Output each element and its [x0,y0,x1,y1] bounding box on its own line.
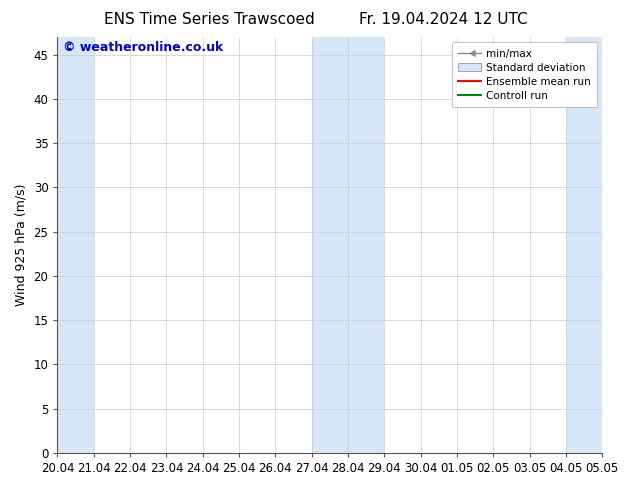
Bar [566,37,602,453]
Text: ENS Time Series Trawscoed: ENS Time Series Trawscoed [104,12,314,27]
Text: Fr. 19.04.2024 12 UTC: Fr. 19.04.2024 12 UTC [359,12,528,27]
Y-axis label: Wind 925 hPa (m/s): Wind 925 hPa (m/s) [15,184,28,306]
Bar [312,37,384,453]
Text: © weatheronline.co.uk: © weatheronline.co.uk [63,41,223,54]
Legend: min/max, Standard deviation, Ensemble mean run, Controll run: min/max, Standard deviation, Ensemble me… [452,42,597,107]
Bar [58,37,94,453]
